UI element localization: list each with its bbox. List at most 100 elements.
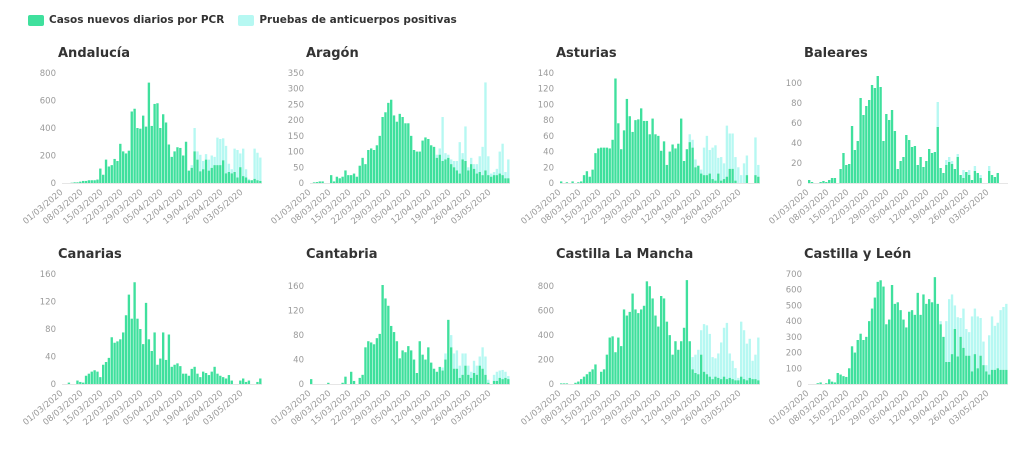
pcr-bar	[674, 341, 677, 384]
antibody-bar	[441, 117, 444, 161]
pcr-bar	[677, 349, 680, 384]
pcr-bar	[412, 359, 416, 384]
pcr-bar	[358, 165, 361, 183]
pcr-bar	[982, 365, 985, 384]
pcr-bar	[731, 168, 734, 183]
y-tick-label: 60	[543, 132, 554, 142]
pcr-bar	[381, 117, 384, 183]
pcr-bar	[179, 366, 182, 384]
pcr-bar	[848, 164, 851, 183]
antibody-bar	[965, 329, 968, 356]
antibody-bar	[959, 318, 962, 337]
antibody-bar	[953, 305, 957, 329]
pcr-bar	[361, 157, 364, 183]
y-tick-label: 300	[288, 85, 304, 95]
pcr-bar	[740, 376, 743, 384]
y-tick-label: 0	[51, 179, 56, 189]
antibody-bar	[708, 333, 711, 377]
pcr-bar	[87, 373, 91, 384]
pcr-bar	[859, 333, 862, 384]
pcr-swatch	[28, 14, 44, 26]
pcr-bar	[728, 377, 731, 384]
pcr-bar	[504, 178, 507, 183]
y-tick-label: 50	[293, 163, 304, 173]
pcr-bar	[928, 149, 931, 183]
pcr-bar	[390, 325, 393, 384]
pcr-bar	[976, 368, 979, 384]
pcr-bar	[495, 175, 499, 183]
pcr-bar	[150, 351, 153, 384]
pcr-bar	[222, 160, 225, 183]
pcr-bar	[973, 171, 977, 183]
pcr-bar	[410, 135, 413, 183]
pcr-bar	[711, 179, 714, 183]
pcr-bar	[654, 134, 657, 183]
legend-item-antibody: Pruebas de anticuerpos positivas	[238, 14, 457, 26]
pcr-bar	[865, 336, 868, 384]
pcr-bar	[993, 177, 997, 183]
pcr-bar	[464, 365, 467, 384]
pcr-bar	[199, 377, 202, 384]
pcr-bar	[671, 354, 674, 384]
pcr-bar	[925, 303, 928, 384]
y-tick-label: 200	[288, 116, 304, 126]
pcr-bar	[492, 175, 496, 183]
pcr-bar	[705, 374, 709, 384]
pcr-bar	[130, 111, 133, 183]
antibody-bar	[742, 330, 746, 380]
pcr-bar	[244, 381, 248, 384]
antibody-bar	[507, 376, 510, 380]
pcr-bar	[990, 369, 994, 384]
pcr-bar	[959, 336, 962, 384]
pcr-bar	[190, 167, 193, 183]
pcr-bar	[82, 180, 85, 183]
pcr-bar	[617, 337, 620, 384]
pcr-bar	[73, 182, 76, 183]
pcr-bar	[608, 148, 611, 183]
y-tick-label: 80	[293, 331, 304, 341]
panel-title: Baleares	[804, 46, 868, 61]
antibody-bar	[224, 145, 228, 174]
antibody-bar	[754, 354, 757, 380]
y-tick-label: 350	[288, 69, 304, 79]
pcr-bar	[450, 164, 453, 183]
pcr-bar	[902, 319, 905, 384]
antibody-bar	[470, 157, 473, 165]
pcr-bar	[856, 141, 859, 183]
pcr-bar	[979, 178, 982, 183]
antibody-bar	[259, 157, 262, 181]
pcr-bar	[620, 346, 623, 384]
pcr-bar	[893, 303, 897, 384]
antibody-bar	[968, 170, 971, 175]
pcr-bar	[671, 144, 674, 183]
pcr-bar	[631, 131, 634, 183]
pcr-bar	[919, 157, 922, 183]
pcr-bar	[487, 175, 490, 183]
pcr-bar	[588, 371, 591, 384]
antibody-bar	[438, 148, 441, 155]
pcr-bar	[424, 359, 427, 384]
antibody-bar	[501, 369, 504, 380]
pcr-bar	[475, 374, 479, 384]
antibody-bar	[447, 154, 450, 158]
pcr-bar	[702, 175, 706, 183]
pcr-bar	[481, 368, 484, 384]
pcr-bar	[745, 175, 749, 183]
antibody-bar	[956, 317, 959, 357]
pcr-bar	[447, 157, 450, 183]
pcr-bar	[893, 131, 897, 183]
pcr-bar	[142, 115, 145, 183]
pcr-bar	[355, 176, 359, 183]
legend-item-pcr: Casos nuevos diarios por PCR	[28, 14, 224, 26]
pcr-bar	[922, 167, 925, 183]
pcr-bar	[207, 170, 211, 183]
pcr-bar	[890, 285, 894, 384]
pcr-bar	[830, 381, 834, 384]
panel-cantabria: Cantabria0408012016001/03/202008/03/2020…	[269, 247, 510, 428]
pcr-bar	[968, 355, 971, 384]
pcr-bar	[224, 378, 228, 384]
pcr-bar	[657, 135, 660, 183]
y-tick-label: 700	[786, 270, 802, 280]
pcr-bar	[224, 173, 228, 183]
y-tick-label: 80	[45, 325, 56, 335]
